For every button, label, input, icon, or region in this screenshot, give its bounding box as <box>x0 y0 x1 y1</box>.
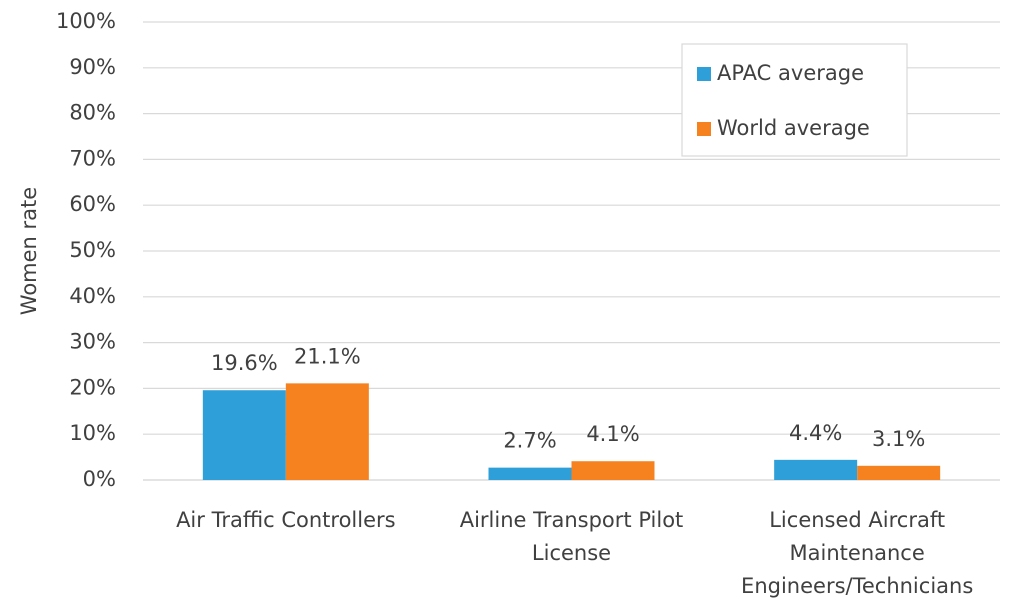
data-label: 21.1% <box>294 344 361 368</box>
data-label: 4.1% <box>586 422 639 446</box>
y-tick-label: 70% <box>69 146 116 170</box>
legend-swatch <box>697 122 711 136</box>
x-tick-label: Airline Transport Pilot License <box>460 508 684 565</box>
data-label: 19.6% <box>211 351 278 375</box>
y-tick-label: 20% <box>69 375 116 399</box>
y-tick-label: 40% <box>69 284 116 308</box>
y-tick-label: 30% <box>69 330 116 354</box>
y-tick-label: 10% <box>69 421 116 445</box>
data-label: 4.4% <box>789 421 842 445</box>
data-label: 3.1% <box>872 427 925 451</box>
y-tick-label: 80% <box>69 101 116 125</box>
y-tick-label: 100% <box>56 9 116 33</box>
legend-label: APAC average <box>717 61 864 85</box>
y-axis-label: Women rate <box>17 187 41 315</box>
x-tick-label: Air Traffic Controllers <box>176 508 396 532</box>
bar <box>202 390 286 480</box>
x-tick-label: Licensed Aircraft Maintenance Engineers/Te… <box>741 508 973 598</box>
y-tick-label: 0% <box>83 467 116 491</box>
bar <box>488 467 572 480</box>
y-tick-label: 60% <box>69 192 116 216</box>
legend-label: World average <box>717 116 870 140</box>
legend-box <box>681 43 908 157</box>
data-label: 2.7% <box>503 429 556 453</box>
y-tick-label: 90% <box>69 55 116 79</box>
y-tick-label: 50% <box>69 238 116 262</box>
bar <box>285 383 369 480</box>
bar <box>857 465 941 480</box>
legend-swatch <box>697 67 711 81</box>
bar <box>571 461 655 480</box>
bar <box>774 459 858 480</box>
